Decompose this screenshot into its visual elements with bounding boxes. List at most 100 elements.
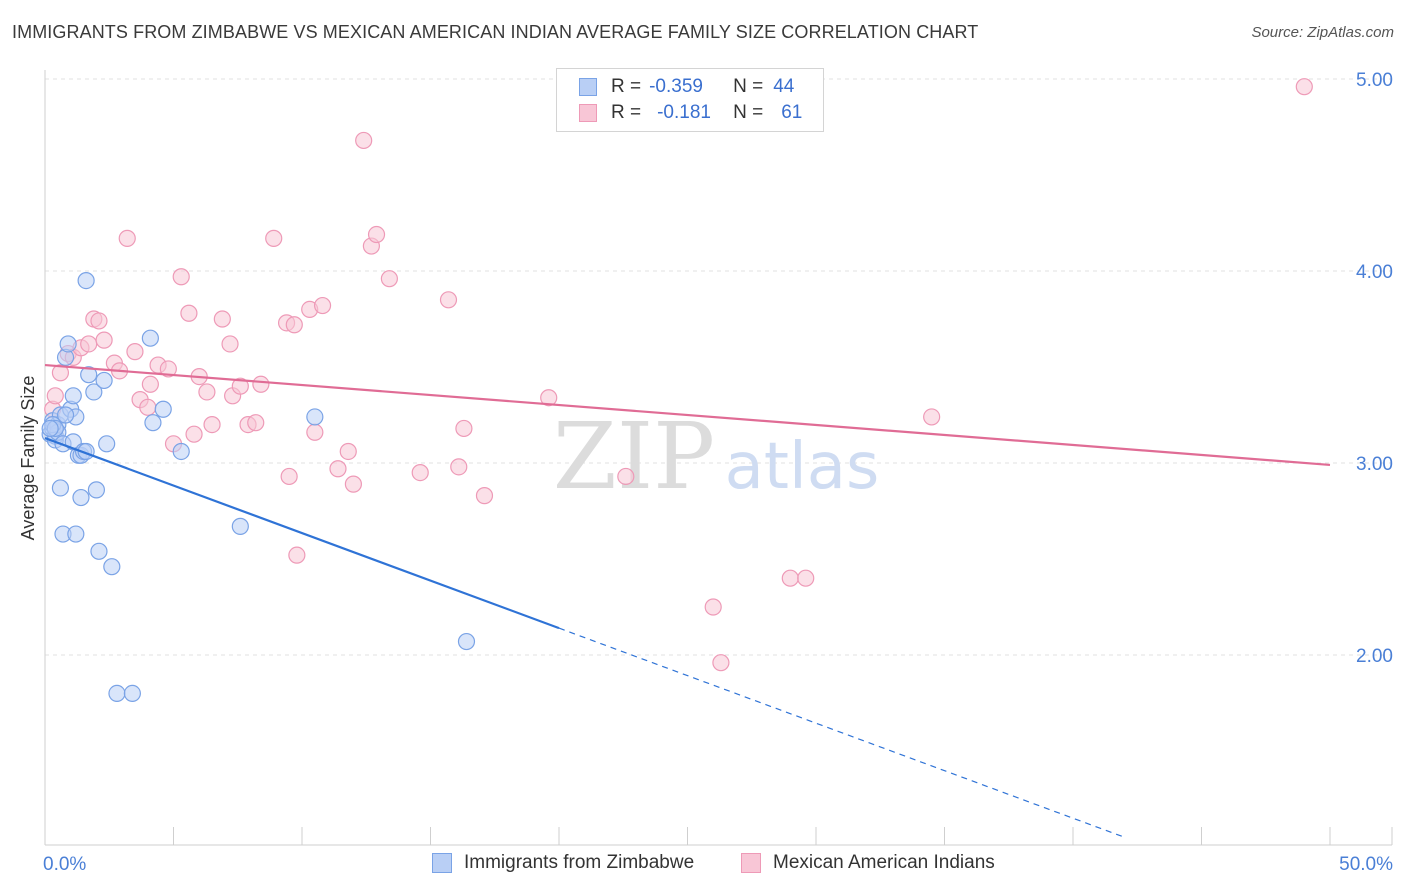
point-mexican-american-indians (247, 414, 265, 432)
point-mexican-american-indians (280, 467, 298, 486)
point-mexican-american-indians (80, 335, 98, 353)
point-mexican-american-indians (339, 442, 357, 461)
point-mexican-american-indians (367, 225, 386, 244)
point-mexican-american-indians (285, 316, 303, 334)
trend-lines (44, 363, 1331, 838)
point-mexican-american-indians (118, 229, 136, 247)
points (41, 78, 1313, 703)
point-zimbabwe (306, 408, 324, 426)
legend-item-zimbabwe[interactable]: Immigrants from Zimbabwe (432, 852, 694, 874)
point-mexican-american-indians (712, 654, 730, 672)
point-zimbabwe (172, 442, 190, 461)
y-tick-label: 2.00 (1356, 646, 1393, 667)
point-mexican-american-indians (51, 364, 70, 382)
x-tick-label-max: 50.0% (1339, 854, 1393, 875)
point-mexican-american-indians (141, 375, 159, 393)
point-zimbabwe (51, 479, 70, 497)
legend-item-label: Immigrants from Zimbabwe (464, 852, 695, 873)
point-mexican-american-indians (139, 398, 157, 416)
point-mexican-american-indians (185, 425, 203, 443)
point-zimbabwe (103, 558, 121, 576)
point-zimbabwe (144, 414, 162, 432)
point-mexican-american-indians (344, 475, 362, 493)
watermark: ZIP atlas (553, 403, 879, 510)
point-mexican-american-indians (180, 304, 198, 322)
point-zimbabwe (123, 684, 141, 703)
point-mexican-american-indians (213, 310, 231, 328)
point-mexican-american-indians (450, 458, 468, 476)
point-zimbabwe (72, 488, 90, 507)
point-mexican-american-indians (46, 387, 64, 405)
point-mexican-american-indians (455, 419, 473, 438)
point-zimbabwe (85, 383, 103, 401)
point-mexican-american-indians (306, 423, 324, 441)
point-mexican-american-indians (704, 598, 722, 616)
point-zimbabwe (41, 419, 59, 438)
point-mexican-american-indians (252, 375, 270, 393)
chart-title: IMMIGRANTS FROM ZIMBABWE VS MEXICAN AMER… (12, 22, 979, 42)
legend-item-mexican-american-indians[interactable]: Mexican American Indians (741, 852, 995, 874)
point-zimbabwe (64, 387, 82, 405)
legend-swatch-pink (741, 853, 761, 873)
series-legend: Immigrants from Zimbabwe Mexican America… (0, 852, 1406, 878)
legend-n-label: N = (733, 102, 764, 123)
point-mexican-american-indians (172, 268, 190, 286)
point-mexican-american-indians (439, 291, 458, 309)
y-tick-label: 5.00 (1356, 70, 1393, 91)
watermark-atlas: atlas (725, 430, 880, 504)
point-zimbabwe (56, 406, 75, 424)
point-mexican-american-indians (159, 360, 177, 378)
legend-r-label: R = (611, 76, 642, 97)
x-tick-label-min: 0.0% (43, 854, 86, 875)
point-mexican-american-indians (540, 389, 558, 407)
point-mexican-american-indians (475, 487, 494, 505)
legend-swatch-pink (579, 104, 597, 122)
point-mexican-american-indians (411, 464, 429, 482)
tick-labels: 2.00 3.00 4.00 5.00 0.0% 50.0% (43, 70, 1393, 875)
legend-swatch-blue (432, 853, 452, 873)
legend-item-label: Mexican American Indians (773, 852, 995, 873)
watermark-zip: ZIP (553, 403, 715, 510)
point-zimbabwe (457, 632, 476, 651)
legend-n-value: 61 (781, 102, 803, 123)
legend-r-value: -0.181 (657, 102, 711, 123)
point-zimbabwe (154, 400, 172, 418)
point-mexican-american-indians (231, 377, 249, 395)
point-mexican-american-indians (221, 335, 239, 353)
y-tick-label: 3.00 (1356, 454, 1393, 475)
y-axis-title: Average Family Size (18, 376, 38, 541)
point-mexican-american-indians (329, 460, 347, 478)
point-mexican-american-indians (198, 383, 216, 401)
point-mexican-american-indians (203, 416, 221, 434)
point-zimbabwe (90, 542, 108, 560)
legend-swatch-blue (579, 78, 597, 96)
point-mexican-american-indians (923, 408, 941, 426)
point-mexican-american-indians (90, 312, 108, 330)
point-zimbabwe (67, 525, 85, 543)
legend-r-value: -0.359 (649, 76, 703, 97)
legend-n-label: N = (733, 76, 764, 97)
point-zimbabwe (98, 435, 116, 453)
trend-line-mexican-american-indians (44, 363, 1331, 467)
point-mexican-american-indians (797, 569, 815, 587)
y-tick-label: 4.00 (1356, 262, 1393, 283)
trend-line-zimbabwe (44, 437, 560, 630)
trend-line-zimbabwe-extension (558, 627, 1125, 838)
grid (45, 78, 1392, 656)
legend-n-value: 44 (773, 76, 795, 97)
point-mexican-american-indians (781, 569, 799, 587)
point-mexican-american-indians (95, 331, 113, 349)
correlation-legend: R = -0.359 N = 44 R = -0.181 N = 61 (556, 68, 824, 132)
point-zimbabwe (80, 366, 98, 384)
axes (44, 70, 1393, 846)
point-zimbabwe (95, 371, 113, 390)
point-mexican-american-indians (313, 296, 332, 315)
source-label: Source: ZipAtlas.com (1251, 24, 1394, 41)
point-zimbabwe (141, 329, 159, 347)
point-mexican-american-indians (380, 270, 398, 288)
legend-row-zimbabwe: R = -0.359 N = 44 (579, 75, 794, 99)
point-mexican-american-indians (617, 467, 635, 486)
point-mexican-american-indians (265, 229, 283, 247)
point-zimbabwe (87, 481, 106, 499)
